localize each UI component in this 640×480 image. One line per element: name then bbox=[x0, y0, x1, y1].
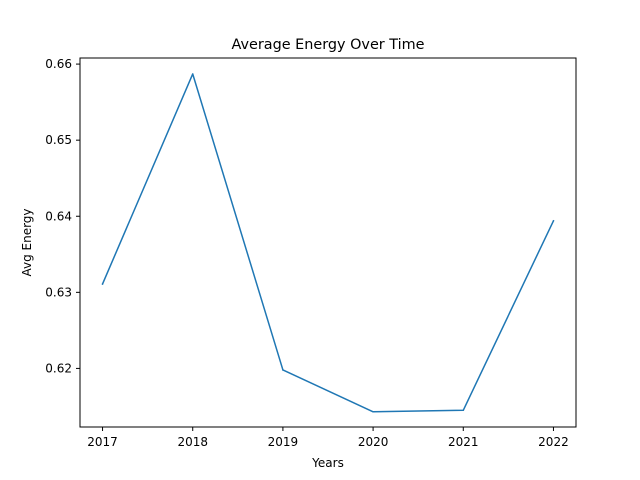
x-axis-label: Years bbox=[311, 456, 344, 470]
y-tick-label: 0.63 bbox=[45, 285, 72, 299]
x-tick-label: 2018 bbox=[177, 435, 208, 449]
x-tick-label: 2021 bbox=[448, 435, 479, 449]
y-tick-label: 0.64 bbox=[45, 209, 72, 223]
y-axis-label: Avg Energy bbox=[20, 208, 34, 276]
data-point bbox=[191, 73, 194, 75]
x-axis: 2017 2018 2019 2020 2021 2022 bbox=[87, 427, 569, 449]
plot-area bbox=[79, 57, 577, 428]
y-axis: 0.62 0.63 0.64 0.65 0.66 bbox=[45, 57, 80, 375]
data-point bbox=[372, 411, 374, 413]
series-line bbox=[101, 73, 555, 413]
x-tick-label: 2022 bbox=[538, 435, 569, 449]
chart-title: Average Energy Over Time bbox=[231, 37, 424, 53]
data-point bbox=[552, 220, 555, 222]
data-point bbox=[462, 409, 465, 412]
data-point bbox=[101, 283, 104, 285]
y-tick-label: 0.66 bbox=[45, 57, 72, 71]
y-tick-label: 0.65 bbox=[45, 133, 72, 147]
x-tick-label: 2020 bbox=[358, 435, 389, 449]
data-point bbox=[282, 369, 284, 371]
x-tick-label: 2017 bbox=[87, 435, 118, 449]
series-layer bbox=[101, 73, 555, 413]
x-tick-label: 2019 bbox=[268, 435, 299, 449]
y-tick-label: 0.62 bbox=[45, 361, 72, 375]
